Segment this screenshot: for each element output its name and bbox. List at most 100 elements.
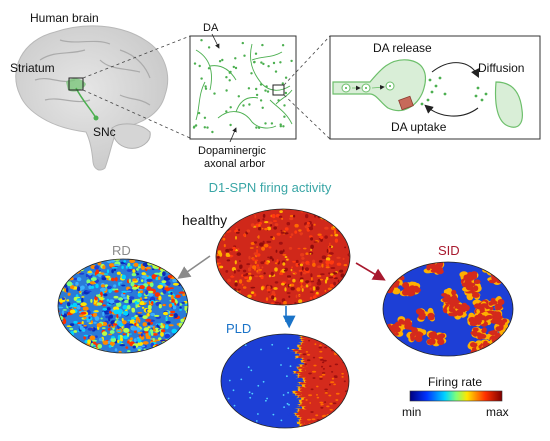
da-dot [229, 123, 232, 127]
sid-outline [382, 261, 514, 357]
colorbar-min: min [402, 405, 421, 419]
synapse-panel: DA release Diffusion DA uptake [329, 35, 541, 140]
da-dot [277, 99, 280, 102]
da-dot [204, 85, 207, 88]
da-dot [279, 125, 282, 128]
da-dot [265, 85, 268, 88]
da-dot [279, 61, 282, 64]
colorbar-title: Firing rate [428, 375, 482, 389]
axonal-arbor-branches [195, 43, 293, 129]
zoom-line-top [82, 35, 191, 79]
da-dot [264, 122, 267, 125]
arbor-box [189, 35, 297, 140]
striatum-zoom-box [68, 77, 84, 91]
da-dot [225, 89, 228, 92]
zoom2-line-top [283, 35, 331, 86]
da-dot [225, 76, 228, 79]
dat-transporter [398, 95, 414, 111]
da-dot [197, 111, 201, 115]
pld-map [221, 334, 349, 428]
da-dot [200, 39, 203, 42]
da-dot [194, 124, 198, 127]
da-dot [282, 125, 285, 128]
arbor-pointer [229, 127, 237, 143]
healthy-outline [215, 208, 351, 306]
da-dot [242, 104, 245, 107]
da-dot [198, 64, 201, 68]
da-dot [248, 103, 251, 106]
brain-panel: Human brain Striatum SNc [10, 11, 191, 171]
da-dot [228, 71, 231, 74]
da-dot [206, 126, 209, 129]
arbor-label-2: axonal arbor [204, 158, 265, 170]
brain-illustration [15, 25, 169, 171]
da-dot [243, 54, 246, 57]
da-dot [193, 125, 196, 128]
nigrostriatal-path [75, 87, 97, 119]
da-dot [283, 115, 286, 118]
da-pointer [211, 33, 220, 49]
cerebellum [111, 123, 151, 149]
striatum-shape [66, 78, 86, 92]
da-dot [290, 59, 293, 63]
da-dot [213, 92, 216, 95]
released-da [420, 76, 488, 106]
da-dot [204, 87, 208, 90]
da-dot [267, 65, 270, 68]
da-dot [218, 60, 222, 63]
brain-gyri [34, 39, 151, 106]
sid-map [383, 262, 513, 356]
rd-outline [57, 258, 189, 354]
da-dot [241, 41, 244, 45]
da-dot [281, 44, 285, 47]
zoom-line-bottom [82, 89, 191, 139]
arbor-panel: DA Dopaminergic axonal arbor [189, 22, 331, 170]
striatum-label: Striatum [10, 61, 55, 75]
rd-map [58, 259, 188, 353]
sid-arrow [355, 262, 386, 281]
bottom-title: D1-SPN firing activity [209, 180, 332, 195]
da-dot [221, 58, 224, 62]
snc-dot [93, 115, 99, 121]
da-dot [207, 46, 211, 49]
postsynaptic-terminal [494, 81, 523, 128]
da-dot [247, 87, 251, 90]
da-dot [255, 126, 258, 129]
da-dot [284, 91, 288, 95]
da-dot [253, 60, 256, 64]
da-dot [257, 126, 261, 129]
da-dot [255, 87, 258, 91]
da-dot [234, 66, 238, 70]
da-dot [211, 130, 214, 134]
synapse-zoom-box [272, 84, 285, 96]
da-dot [193, 62, 197, 65]
healthy-label: healthy [182, 212, 227, 228]
snc-label: SNc [93, 125, 116, 139]
pld-label: PLD [226, 321, 251, 336]
da-dot [250, 72, 253, 75]
da-dot [237, 95, 240, 98]
zoom2-line-bottom [283, 94, 331, 140]
diffusion-arrow [431, 62, 479, 78]
da-dot [200, 77, 203, 80]
da-dot [262, 62, 265, 66]
da-dot [266, 90, 270, 93]
rd-arrow [177, 255, 211, 279]
da-dot [203, 126, 206, 129]
da-dot [270, 122, 274, 125]
release-label: DA release [373, 41, 432, 55]
arbor-label-1: Dopaminergic [198, 145, 266, 157]
colorbar-max: max [486, 405, 509, 419]
da-dot [203, 116, 207, 120]
da-dot [254, 52, 258, 55]
da-dot [272, 61, 276, 65]
da-dot [259, 83, 263, 86]
da-dot [255, 93, 259, 97]
da-dot [264, 89, 267, 92]
pld-outline [220, 333, 350, 429]
da-dot [281, 82, 284, 85]
healthy-map [216, 209, 350, 305]
da-dot [234, 57, 237, 60]
da-label: DA [203, 22, 219, 34]
